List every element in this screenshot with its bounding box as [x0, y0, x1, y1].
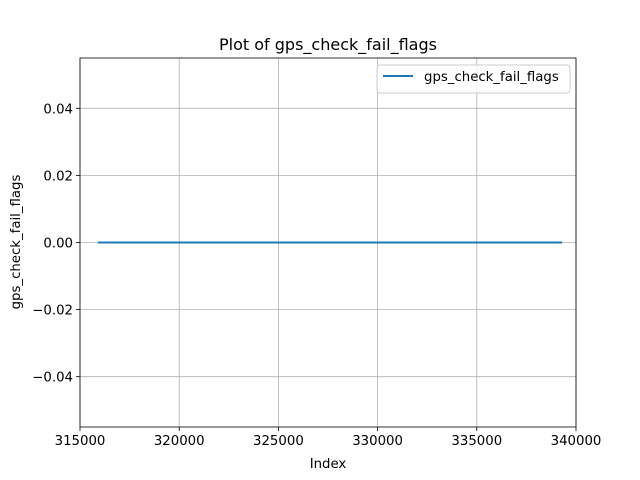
y-tick-label: −0.02	[32, 304, 73, 319]
legend-label: gps_check_fail_flags	[424, 70, 559, 85]
x-tick-label: 315000	[55, 434, 106, 449]
y-tick-label: −0.04	[32, 371, 73, 386]
x-axis-ticks: 315000 320000 325000 330000 335000 340000	[55, 427, 602, 449]
y-axis-label: gps_check_fail_flags	[9, 175, 24, 310]
legend: gps_check_fail_flags	[376, 64, 571, 94]
y-tick-label: 0.00	[43, 237, 73, 252]
x-tick-label: 340000	[551, 434, 602, 449]
y-tick-label: 0.04	[43, 102, 73, 117]
y-axis-ticks: −0.04 −0.02 0.00 0.02 0.04	[32, 102, 80, 386]
x-tick-label: 330000	[352, 434, 403, 449]
legend-box	[376, 64, 571, 94]
x-axis-label: Index	[310, 457, 347, 472]
y-tick-label: 0.02	[43, 169, 73, 184]
x-tick-label: 325000	[253, 434, 304, 449]
x-tick-label: 320000	[154, 434, 205, 449]
x-tick-label: 335000	[451, 434, 502, 449]
chart-title: Plot of gps_check_fail_flags	[219, 35, 437, 55]
